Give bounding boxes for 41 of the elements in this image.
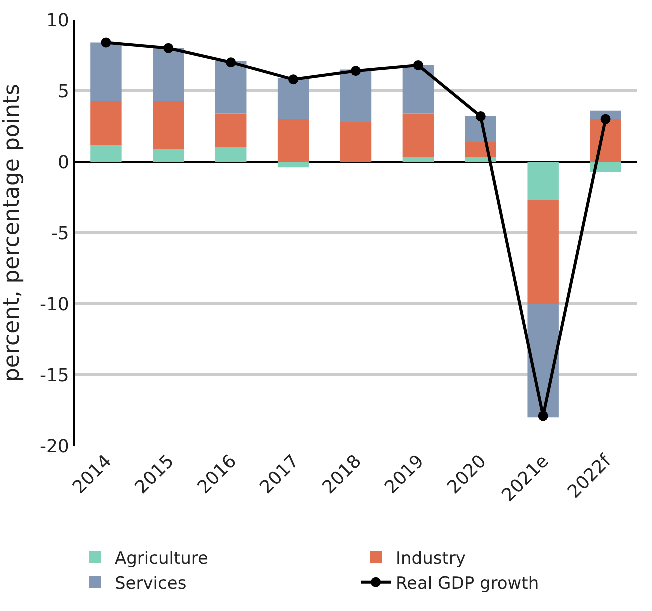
bar <box>528 162 559 200</box>
bar <box>153 48 184 101</box>
bar <box>340 70 372 122</box>
bar <box>278 119 310 162</box>
point <box>600 114 611 124</box>
legend-label: Agriculture <box>115 548 208 569</box>
point <box>288 74 299 85</box>
bar <box>340 122 372 162</box>
point <box>101 38 112 48</box>
point <box>538 411 548 422</box>
y-tick-label: 0 <box>58 152 70 174</box>
point <box>164 43 174 54</box>
bar <box>590 162 622 172</box>
bar <box>216 61 247 114</box>
bar <box>153 149 184 162</box>
y-tick-label: -5 <box>51 223 70 244</box>
y-axis-title: percent, percentage points <box>0 84 25 382</box>
point <box>476 112 486 122</box>
bar <box>278 78 310 120</box>
bar <box>216 114 247 148</box>
bar <box>153 100 184 150</box>
bar <box>90 42 122 101</box>
bar <box>402 158 434 162</box>
point <box>351 66 361 76</box>
bar <box>90 144 122 162</box>
bar <box>402 65 434 114</box>
legend-label: Industry <box>396 548 466 569</box>
y-tick-label: -20 <box>40 436 70 458</box>
bar <box>278 162 310 168</box>
legend-label: Real GDP growth <box>396 574 540 594</box>
bar <box>402 114 434 158</box>
bar <box>216 148 247 162</box>
legend-label: Services <box>115 574 187 594</box>
y-tick-label: -10 <box>40 294 70 316</box>
point <box>226 58 236 68</box>
bar <box>90 100 122 145</box>
y-tick-label: 10 <box>46 10 70 32</box>
point <box>413 60 424 70</box>
y-tick-label: 5 <box>58 81 70 102</box>
bar <box>528 200 559 304</box>
y-tick-label: -15 <box>40 365 70 386</box>
